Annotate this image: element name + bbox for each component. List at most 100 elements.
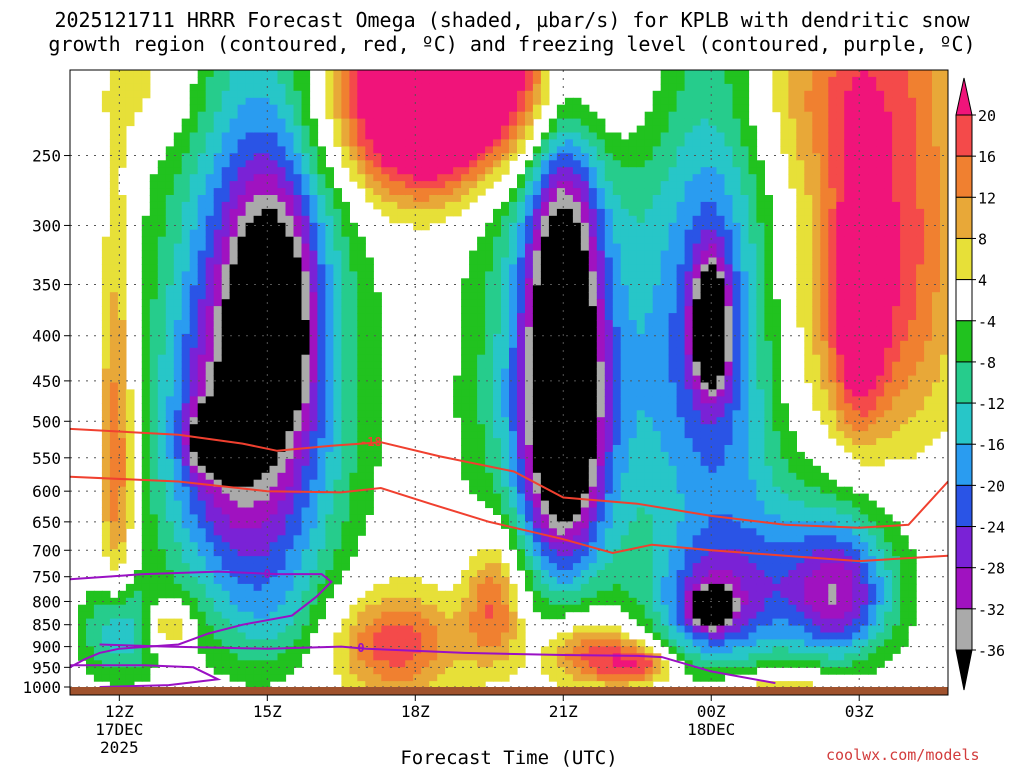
omega-cell (221, 583, 231, 592)
omega-cell (317, 167, 326, 175)
omega-cell (477, 611, 486, 620)
omega-cell (253, 472, 263, 481)
omega-cell (652, 174, 662, 182)
omega-cell (540, 507, 550, 515)
omega-cell (540, 368, 550, 377)
omega-cell (389, 583, 398, 592)
omega-cell (445, 97, 454, 106)
omega-cell (333, 472, 342, 481)
omega-cell (540, 83, 550, 92)
omega-cell (644, 667, 654, 675)
omega-cell (205, 479, 215, 488)
omega-cell (333, 236, 342, 245)
omega-cell (205, 340, 215, 349)
omega-cell (349, 646, 358, 654)
omega-cell (197, 389, 207, 397)
omega-cell (269, 472, 279, 481)
omega-cell (493, 306, 502, 314)
omega-cell (644, 625, 654, 634)
omega-cell (389, 639, 398, 647)
omega-cell (173, 174, 183, 182)
omega-cell (509, 139, 518, 147)
omega-cell (532, 431, 542, 439)
omega-cell (540, 500, 550, 509)
omega-cell (477, 618, 486, 627)
omega-cell (285, 97, 295, 106)
omega-cell (525, 160, 534, 168)
omega-cell (221, 570, 231, 578)
omega-cell (117, 646, 127, 654)
omega-cell (293, 125, 303, 134)
omega-cell (628, 271, 638, 279)
omega-cell (365, 653, 374, 661)
omega-cell (437, 660, 446, 668)
omega-cell (564, 292, 574, 300)
omega-cell (421, 139, 430, 147)
omega-cell (117, 528, 127, 536)
omega-cell (525, 222, 534, 231)
omega-cell (509, 625, 518, 634)
omega-cell (245, 445, 255, 453)
omega-cell (620, 604, 630, 613)
omega-cell (580, 660, 590, 668)
omega-cell (453, 653, 462, 661)
omega-cell (572, 542, 582, 550)
omega-cell (277, 146, 287, 154)
omega-cell (269, 70, 279, 78)
omega-cell (205, 208, 215, 217)
omega-cell (485, 479, 494, 488)
omega-cell (540, 417, 550, 425)
omega-cell (556, 458, 566, 467)
omega-cell (556, 195, 566, 203)
omega-cell (548, 563, 558, 571)
omega-cell (181, 153, 191, 161)
omega-cell (285, 507, 295, 515)
omega-cell (421, 660, 430, 668)
omega-cell (253, 146, 263, 154)
omega-cell (652, 417, 662, 425)
omega-cell (517, 188, 526, 196)
omega-cell (277, 118, 287, 127)
omega-cell (604, 507, 614, 515)
omega-cell (421, 674, 430, 682)
omega-cell (229, 368, 239, 377)
omega-cell (596, 118, 606, 127)
omega-cell (532, 361, 542, 370)
omega-cell (197, 264, 207, 272)
omega-cell (213, 500, 223, 509)
omega-cell (580, 403, 590, 411)
omega-cell (157, 306, 167, 314)
omega-cell (309, 271, 319, 279)
omega-cell (125, 667, 135, 675)
omega-cell (205, 438, 215, 446)
omega-cell (532, 264, 542, 272)
omega-cell (509, 424, 518, 432)
omega-cell (357, 403, 366, 411)
omega-cell (221, 153, 231, 161)
omega-cell (357, 236, 366, 245)
omega-cell (644, 313, 654, 321)
omega-cell (477, 451, 486, 460)
omega-cell (397, 125, 406, 134)
omega-cell (429, 146, 438, 154)
omega-cell (509, 153, 518, 161)
omega-cell (636, 299, 646, 307)
omega-cell (253, 201, 263, 210)
omega-cell (612, 278, 622, 286)
omega-cell (301, 563, 311, 571)
omega-cell (548, 188, 558, 196)
omega-cell (453, 181, 462, 189)
omega-cell (453, 611, 462, 620)
omega-cell (317, 424, 326, 432)
omega-cell (269, 236, 279, 245)
omega-cell (445, 674, 454, 682)
omega-cell (349, 111, 358, 120)
omega-cell (181, 417, 191, 425)
omega-cell (277, 104, 287, 113)
omega-cell (501, 486, 510, 495)
omega-cell (309, 556, 319, 564)
omega-cell (293, 90, 303, 99)
omega-cell (125, 458, 135, 467)
omega-cell (540, 326, 550, 335)
omega-cell (213, 576, 223, 585)
